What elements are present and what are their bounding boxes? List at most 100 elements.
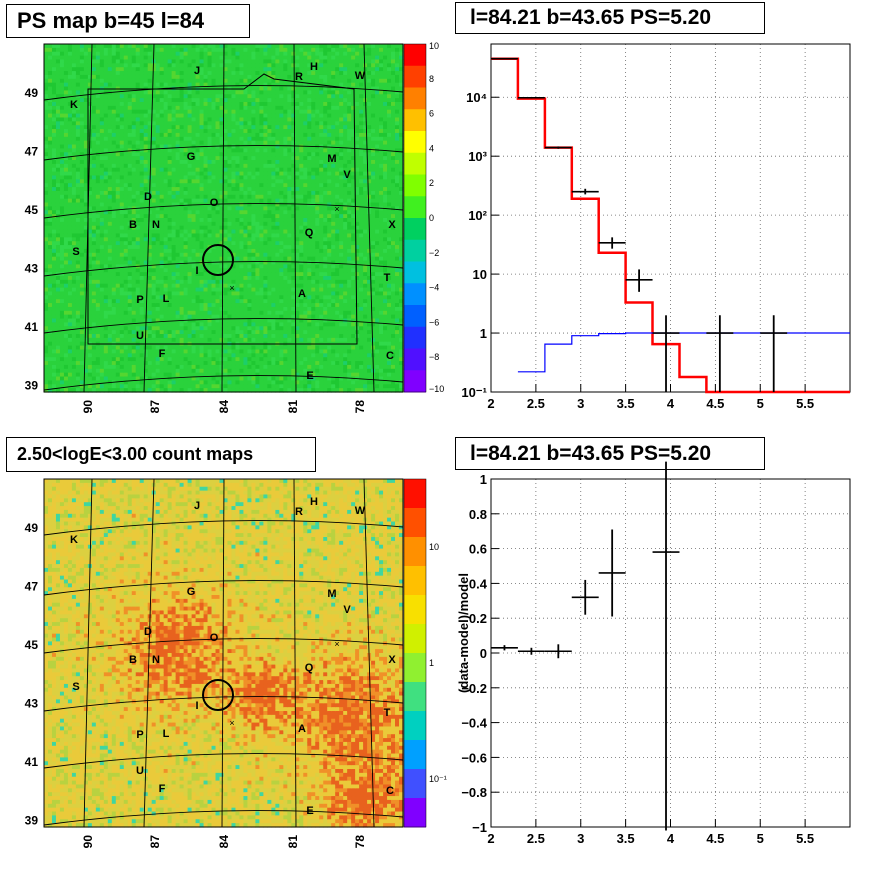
ps-map-cell bbox=[203, 353, 209, 358]
ps-map-cell bbox=[83, 364, 89, 370]
ps-map-cell bbox=[227, 51, 233, 57]
ps-map-cell bbox=[247, 357, 253, 362]
ps-map-cell bbox=[155, 357, 161, 362]
ps-map-cell bbox=[87, 190, 93, 196]
ps-map-cell bbox=[259, 357, 264, 362]
ps-map-cell bbox=[147, 67, 153, 72]
ps-map-cell bbox=[151, 229, 157, 235]
ps-map-cell bbox=[143, 67, 149, 72]
ps-map-cell bbox=[175, 129, 181, 134]
ps-map-cell bbox=[67, 361, 73, 366]
ps-map-cell bbox=[47, 190, 53, 196]
ps-map-cell bbox=[183, 303, 189, 308]
ps-map-cell bbox=[219, 82, 225, 88]
ps-map-cell bbox=[211, 113, 217, 119]
ps-map-cell bbox=[191, 206, 197, 211]
ps-map-cell bbox=[259, 187, 264, 192]
ps-map-cell bbox=[235, 179, 241, 184]
ps-map-cell bbox=[127, 94, 133, 99]
ps-map-cell bbox=[219, 295, 225, 300]
ps-map-cell bbox=[63, 256, 69, 262]
ps-map-cell bbox=[259, 51, 264, 57]
ps-map-cell bbox=[127, 272, 133, 277]
ps-map-cell bbox=[83, 144, 89, 149]
ps-map-cell bbox=[231, 299, 237, 304]
ps-map-cell bbox=[211, 337, 217, 343]
ps-map-cell bbox=[143, 272, 149, 277]
ps-map-cell bbox=[63, 349, 69, 354]
ps-map-cell bbox=[171, 384, 177, 389]
ps-map-cell bbox=[259, 314, 264, 320]
ps-map-cell bbox=[159, 218, 165, 223]
ps-map-cell bbox=[163, 152, 169, 157]
ps-map-cell bbox=[215, 156, 221, 161]
ps-map-cell bbox=[95, 221, 101, 227]
ps-map-cell bbox=[75, 334, 81, 339]
ps-map-cell bbox=[211, 221, 217, 227]
ps-map-cell bbox=[203, 94, 209, 99]
ps-map-cell bbox=[151, 94, 157, 99]
ps-map-cell bbox=[239, 167, 245, 173]
ps-map-cell bbox=[47, 206, 53, 211]
ps-map-cell bbox=[251, 63, 257, 68]
ps-map-cell bbox=[55, 63, 61, 68]
ps-map-cell bbox=[115, 303, 121, 308]
ps-map-cell bbox=[243, 113, 249, 119]
ps-map-cell bbox=[143, 102, 149, 107]
ps-map-cell bbox=[95, 198, 101, 204]
ps-map-cell bbox=[71, 175, 77, 180]
ps-map-cell bbox=[211, 175, 217, 180]
ps-map-cell bbox=[147, 326, 153, 331]
ps-map-cell bbox=[167, 163, 173, 169]
ps-map-cell bbox=[187, 380, 193, 385]
ps-map-cell bbox=[115, 179, 121, 184]
ps-map-cell bbox=[115, 59, 121, 64]
ps-map-cell bbox=[143, 187, 149, 192]
ps-map-cell bbox=[243, 361, 249, 366]
ps-map-cell bbox=[95, 171, 101, 177]
ps-map-cell bbox=[159, 121, 165, 126]
ps-map-cell bbox=[255, 268, 260, 273]
ps-map-cell bbox=[231, 229, 237, 235]
ps-map-cell bbox=[191, 349, 197, 354]
ps-map-cell bbox=[255, 171, 260, 177]
ps-map-cell bbox=[83, 330, 89, 335]
ps-map-cell bbox=[195, 310, 201, 316]
ps-map-cell bbox=[99, 368, 105, 374]
ps-map-cell bbox=[155, 291, 161, 296]
ps-map-cell bbox=[99, 318, 105, 323]
ps-map-cell bbox=[159, 384, 165, 389]
ps-map-cell bbox=[119, 372, 125, 378]
ps-map-cell bbox=[123, 361, 129, 366]
ps-map-cell bbox=[191, 190, 197, 196]
ps-map-cell bbox=[127, 198, 133, 204]
ps-map-cell bbox=[203, 349, 209, 354]
ps-map-cell bbox=[151, 384, 157, 389]
ps-map-cell bbox=[263, 160, 268, 165]
ps-map-cell bbox=[215, 260, 221, 265]
ps-map-cell bbox=[263, 82, 268, 88]
ps-map-cell bbox=[111, 175, 117, 180]
ps-map-cell bbox=[59, 241, 65, 246]
ps-map-cell bbox=[99, 264, 105, 269]
ps-map-cell bbox=[187, 279, 193, 285]
ps-map-cell bbox=[111, 210, 117, 215]
ps-map-cell bbox=[111, 90, 117, 95]
ps-map-cell bbox=[239, 183, 245, 188]
ps-map-cell bbox=[91, 291, 97, 296]
ps-map-cell bbox=[195, 326, 201, 331]
ps-map-cell bbox=[147, 214, 153, 219]
ps-map-cell bbox=[151, 202, 157, 207]
ps-map-cell bbox=[243, 295, 249, 300]
ps-map-cell bbox=[131, 233, 137, 238]
ps-map-cell bbox=[251, 218, 257, 223]
ps-map-cell bbox=[223, 276, 229, 281]
ps-map-cell bbox=[44, 187, 49, 192]
ps-map-cell bbox=[171, 376, 177, 381]
ps-map-cell bbox=[159, 330, 165, 335]
ps-map-cell bbox=[55, 105, 61, 111]
ps-map-cell bbox=[247, 364, 253, 370]
ps-map-cell bbox=[67, 256, 73, 262]
ps-map-cell bbox=[199, 318, 205, 323]
ps-map-cell bbox=[139, 163, 145, 169]
